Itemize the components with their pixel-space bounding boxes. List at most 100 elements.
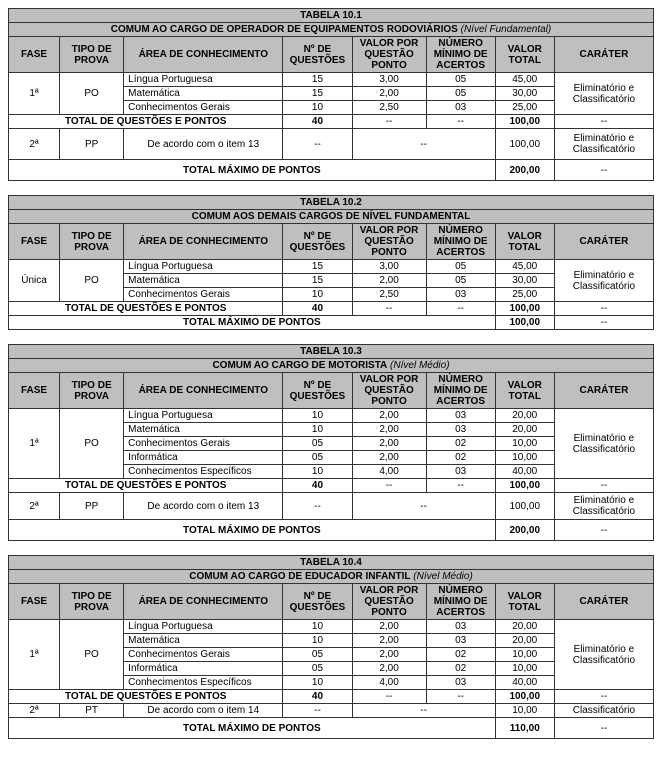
vt-cell: 100,00 bbox=[495, 493, 554, 520]
vpq-cell: 2,00 bbox=[352, 409, 426, 423]
car-cell: Classificatório bbox=[554, 704, 653, 718]
nq-cell: 10 bbox=[283, 620, 352, 634]
dash: -- bbox=[554, 520, 653, 541]
title-bold: EDUCADOR INFANTIL bbox=[305, 571, 411, 582]
dash: -- bbox=[352, 129, 495, 160]
area-cell: Matemática bbox=[124, 634, 283, 648]
dash: -- bbox=[352, 302, 426, 316]
col-tipo: TIPO DE PROVA bbox=[60, 584, 124, 620]
total-q: 40 bbox=[283, 115, 352, 129]
vpq-cell: 2,00 bbox=[352, 437, 426, 451]
col-car: CARÁTER bbox=[554, 584, 653, 620]
nma-cell: 03 bbox=[426, 101, 495, 115]
total-v: 100,00 bbox=[495, 690, 554, 704]
dash: -- bbox=[352, 493, 495, 520]
table-10-1: TABELA 10.1 COMUM AO CARGO DE OPERADOR D… bbox=[8, 8, 654, 181]
tipo-cell: PP bbox=[60, 493, 124, 520]
vt-cell: 20,00 bbox=[495, 634, 554, 648]
nma-cell: 02 bbox=[426, 437, 495, 451]
total-max: 200,00 bbox=[495, 520, 554, 541]
nma-cell: 02 bbox=[426, 648, 495, 662]
vpq-cell: 2,50 bbox=[352, 288, 426, 302]
total-max-label: TOTAL MÁXIMO DE PONTOS bbox=[9, 316, 496, 330]
tbl-title: COMUM AO CARGO DE EDUCADOR INFANTIL (Nív… bbox=[9, 570, 654, 584]
tbl-num: TABELA 10.4 bbox=[9, 556, 654, 570]
nma-cell: 02 bbox=[426, 451, 495, 465]
vpq-cell: 2,00 bbox=[352, 648, 426, 662]
total-qp-label: TOTAL DE QUESTÕES E PONTOS bbox=[9, 115, 283, 129]
nq-cell: 15 bbox=[283, 73, 352, 87]
col-fase: FASE bbox=[9, 373, 60, 409]
col-nma: NÚMERO MÍNIMO DE ACERTOS bbox=[426, 37, 495, 73]
dash: -- bbox=[283, 129, 352, 160]
nq-cell: 10 bbox=[283, 676, 352, 690]
total-v: 100,00 bbox=[495, 302, 554, 316]
dash: -- bbox=[352, 690, 426, 704]
total-v: 100,00 bbox=[495, 115, 554, 129]
car-cell: Eliminatório e Classificatório bbox=[554, 73, 653, 115]
vpq-cell: 2,00 bbox=[352, 87, 426, 101]
vt-cell: 10,00 bbox=[495, 451, 554, 465]
nq-cell: 10 bbox=[283, 409, 352, 423]
nma-cell: 03 bbox=[426, 620, 495, 634]
col-nma: NÚMERO MÍNIMO DE ACERTOS bbox=[426, 584, 495, 620]
dash: -- bbox=[426, 115, 495, 129]
tipo-cell: PO bbox=[60, 409, 124, 479]
total-max: 200,00 bbox=[495, 160, 554, 181]
vt-cell: 45,00 bbox=[495, 73, 554, 87]
dash: -- bbox=[426, 690, 495, 704]
vpq-cell: 2,50 bbox=[352, 101, 426, 115]
title-italic: (Nível Médio) bbox=[411, 571, 473, 582]
area-cell: Língua Portuguesa bbox=[124, 409, 283, 423]
car-cell: Eliminatório e Classificatório bbox=[554, 409, 653, 479]
vt-cell: 30,00 bbox=[495, 274, 554, 288]
tipo-cell: PO bbox=[60, 73, 124, 115]
car-cell: Eliminatório e Classificatório bbox=[554, 260, 653, 302]
vt-cell: 40,00 bbox=[495, 465, 554, 479]
col-nq: Nº DE QUESTÕES bbox=[283, 584, 352, 620]
total-max-row: TOTAL MÁXIMO DE PONTOS 100,00 -- bbox=[9, 316, 654, 330]
total-qp-row: TOTAL DE QUESTÕES E PONTOS 40 -- -- 100,… bbox=[9, 302, 654, 316]
total-max: 100,00 bbox=[495, 316, 554, 330]
tipo-cell: PO bbox=[60, 620, 124, 690]
vt-cell: 20,00 bbox=[495, 409, 554, 423]
area-cell: Conhecimentos Gerais bbox=[124, 437, 283, 451]
vt-cell: 30,00 bbox=[495, 87, 554, 101]
col-vt: VALOR TOTAL bbox=[495, 37, 554, 73]
table-row: 1ª PO Língua Portuguesa 10 2,00 03 20,00… bbox=[9, 620, 654, 634]
col-vpq: VALOR POR QUESTÃO PONTO bbox=[352, 584, 426, 620]
vt-cell: 25,00 bbox=[495, 288, 554, 302]
vt-cell: 10,00 bbox=[495, 662, 554, 676]
tbl-num: TABELA 10.3 bbox=[9, 345, 654, 359]
fase-cell: 1ª bbox=[9, 620, 60, 690]
vt-cell: 10,00 bbox=[495, 648, 554, 662]
total-max: 110,00 bbox=[495, 718, 554, 739]
col-tipo: TIPO DE PROVA bbox=[60, 37, 124, 73]
tbl-title: COMUM AO CARGO DE OPERADOR DE EQUIPAMENT… bbox=[9, 23, 654, 37]
nq-cell: 10 bbox=[283, 465, 352, 479]
title-bold: NÍVEL FUNDAMENTAL bbox=[362, 211, 470, 222]
vpq-cell: 2,00 bbox=[352, 662, 426, 676]
car-cell: Eliminatório e Classificatório bbox=[554, 129, 653, 160]
vpq-cell: 2,00 bbox=[352, 451, 426, 465]
col-car: CARÁTER bbox=[554, 373, 653, 409]
fase-cell: 1ª bbox=[9, 409, 60, 479]
area-cell: De acordo com o item 13 bbox=[124, 493, 283, 520]
tbl-num: TABELA 10.2 bbox=[9, 196, 654, 210]
fase-cell: Única bbox=[9, 260, 60, 302]
total-qp-row: TOTAL DE QUESTÕES E PONTOS 40 -- -- 100,… bbox=[9, 479, 654, 493]
table-row: 1ª PO Língua Portuguesa 10 2,00 03 20,00… bbox=[9, 409, 654, 423]
title-pre: COMUM AO CARGO DE bbox=[189, 571, 305, 582]
dash: -- bbox=[283, 704, 352, 718]
col-nq: Nº DE QUESTÕES bbox=[283, 373, 352, 409]
vpq-cell: 2,00 bbox=[352, 634, 426, 648]
col-nq: Nº DE QUESTÕES bbox=[283, 37, 352, 73]
table-10-4: TABELA 10.4 COMUM AO CARGO DE EDUCADOR I… bbox=[8, 555, 654, 739]
nma-cell: 03 bbox=[426, 288, 495, 302]
area-cell: Matemática bbox=[124, 274, 283, 288]
nma-cell: 03 bbox=[426, 676, 495, 690]
area-cell: De acordo com o item 13 bbox=[124, 129, 283, 160]
area-cell: Língua Portuguesa bbox=[124, 260, 283, 274]
fase-cell: 2ª bbox=[9, 493, 60, 520]
dash: -- bbox=[352, 704, 495, 718]
